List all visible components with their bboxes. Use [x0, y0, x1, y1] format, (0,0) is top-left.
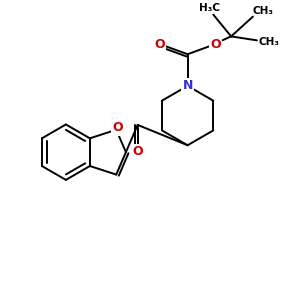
- Text: O: O: [154, 38, 165, 51]
- Text: O: O: [132, 145, 143, 158]
- Text: H₃C: H₃C: [199, 3, 220, 13]
- Text: CH₃: CH₃: [258, 37, 279, 47]
- Text: O: O: [210, 38, 220, 51]
- Text: N: N: [182, 80, 193, 92]
- Text: CH₃: CH₃: [252, 6, 273, 16]
- Text: O: O: [112, 121, 122, 134]
